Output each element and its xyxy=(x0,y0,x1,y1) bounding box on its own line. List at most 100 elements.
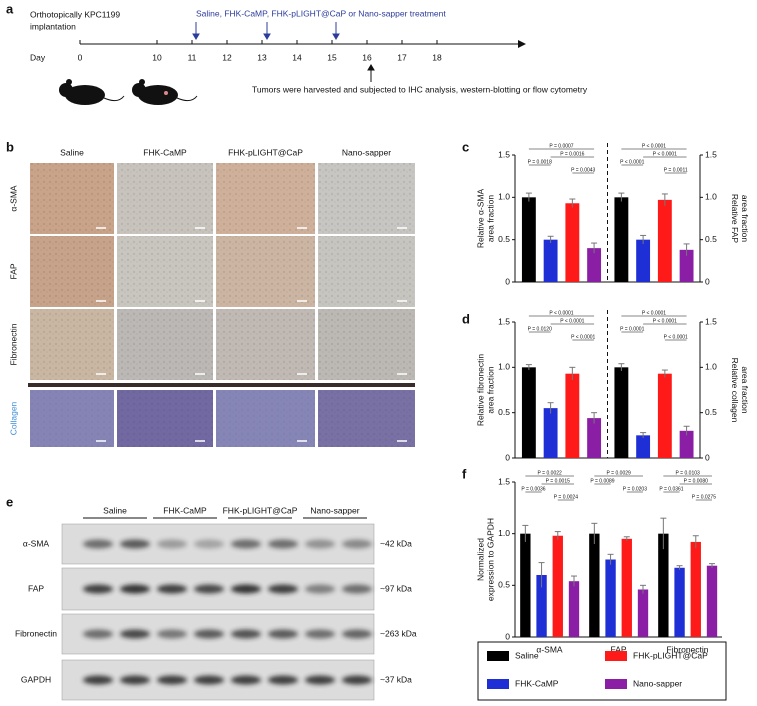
y2-tick-label: 0 xyxy=(705,452,710,462)
bar xyxy=(587,418,602,458)
legend-swatch xyxy=(487,679,509,689)
ihc-texture xyxy=(318,309,415,380)
blot-band xyxy=(120,675,150,685)
day-number: 0 xyxy=(78,52,83,62)
y-tick-label: 0 xyxy=(505,631,510,641)
blot-size-label: ~42 kDa xyxy=(380,538,412,548)
p-value: P = 0.0043 xyxy=(571,167,595,173)
bar xyxy=(565,373,580,458)
collagen-stain xyxy=(30,390,114,447)
p-value: P < 0.0001 xyxy=(653,151,677,157)
p-value: P = 0.0022 xyxy=(538,470,562,476)
day-number: 10 xyxy=(152,52,162,62)
blot-band xyxy=(120,584,150,594)
y-axis-label: area fraction xyxy=(485,195,495,243)
blot-band xyxy=(157,584,187,594)
blot-band xyxy=(83,539,113,549)
blot-band xyxy=(157,629,187,639)
p-value: P = 0.0018 xyxy=(528,159,552,165)
p-value: P < 0.0001 xyxy=(664,334,688,340)
blot-band xyxy=(194,539,224,549)
y2-axis-label: Relative FAP xyxy=(730,194,740,243)
bar xyxy=(679,430,694,458)
legend-swatch xyxy=(605,679,627,689)
y2-tick-label: 0.5 xyxy=(705,234,717,244)
legend-label: FHK-CaMP xyxy=(515,678,559,688)
y-axis-label: Normalized xyxy=(475,538,485,581)
blot-group-label: FHK-CaMP xyxy=(163,505,207,515)
day-number: 16 xyxy=(362,52,372,62)
x-tick-label: Fibronectin xyxy=(666,644,708,654)
blot-band xyxy=(305,584,335,594)
blot-row-label: GAPDH xyxy=(21,674,51,684)
panel-label: c xyxy=(462,139,469,154)
blot-row-label: α-SMA xyxy=(23,538,49,548)
bar xyxy=(605,559,616,637)
bar xyxy=(621,538,632,637)
p-value: P = 0.0203 xyxy=(623,486,647,492)
bar xyxy=(674,567,685,637)
panel-label: d xyxy=(462,311,470,326)
collagen-stain xyxy=(216,390,315,447)
ihc-texture xyxy=(216,163,315,234)
blot-band xyxy=(342,584,372,594)
y-tick-label: 1.5 xyxy=(498,476,510,486)
bar xyxy=(679,249,694,282)
ihc-texture xyxy=(216,390,315,447)
bar xyxy=(587,248,602,282)
legend-box xyxy=(477,641,727,701)
blot-group-label: Nano-sapper xyxy=(310,505,359,515)
legend-label: FHK-pLIGHT@CaP xyxy=(633,650,708,660)
legend-label: Nano-sapper xyxy=(633,678,682,688)
bar xyxy=(690,541,701,637)
day-number: 11 xyxy=(188,52,197,62)
blot-band xyxy=(268,629,298,639)
blot-band xyxy=(342,629,372,639)
bar xyxy=(589,533,600,637)
ihc-row-label: FAP xyxy=(8,263,18,279)
y-tick-label: 0 xyxy=(505,452,510,462)
harvest-text: Tumors were harvested and subjected to I… xyxy=(252,84,588,94)
blot-band xyxy=(231,584,261,594)
p-value: P = 0.0007 xyxy=(549,143,573,149)
p-value: P = 0.0275 xyxy=(692,494,716,500)
separator xyxy=(28,383,415,387)
bar xyxy=(543,239,558,282)
legend-swatch xyxy=(487,651,509,661)
blot-band xyxy=(268,584,298,594)
bar xyxy=(536,575,547,637)
p-value: P < 0.0001 xyxy=(642,143,666,149)
blot-band xyxy=(83,584,113,594)
y2-tick-label: 1.0 xyxy=(705,362,717,372)
p-value: P < 0.0001 xyxy=(560,318,584,324)
bar xyxy=(657,373,672,458)
ihc-texture xyxy=(318,163,415,234)
blot-band xyxy=(157,675,187,685)
blot-size-label: ~97 kDa xyxy=(380,583,412,593)
p-value: P = 0.0361 xyxy=(659,486,683,492)
ihc-column-header: Saline xyxy=(60,147,84,157)
blot-band xyxy=(231,675,261,685)
legend-swatch xyxy=(605,651,627,661)
ihc-texture xyxy=(216,236,315,307)
blot-band xyxy=(120,629,150,639)
p-value: P < 0.0001 xyxy=(620,159,644,165)
bar xyxy=(637,589,649,637)
blot-band xyxy=(342,675,372,685)
blot-band xyxy=(231,539,261,549)
ihc-texture xyxy=(117,309,213,380)
bar xyxy=(552,535,563,637)
ihc-column-header: Nano-sapper xyxy=(342,147,391,157)
y-tick-label: 1.0 xyxy=(498,528,510,538)
blot-band xyxy=(305,539,335,549)
blot-row-label: FAP xyxy=(28,583,44,593)
y-tick-label: 0 xyxy=(505,276,510,286)
y-tick-label: 0.5 xyxy=(498,234,510,244)
y-axis-label: Relative α-SMA xyxy=(475,189,485,249)
y2-tick-label: 0 xyxy=(705,276,710,286)
y-tick-label: 1.0 xyxy=(498,362,510,372)
y2-axis-label: area fraction xyxy=(740,366,750,414)
blot-band xyxy=(342,539,372,549)
ihc-texture xyxy=(117,390,213,447)
day-label: Day xyxy=(30,52,46,62)
